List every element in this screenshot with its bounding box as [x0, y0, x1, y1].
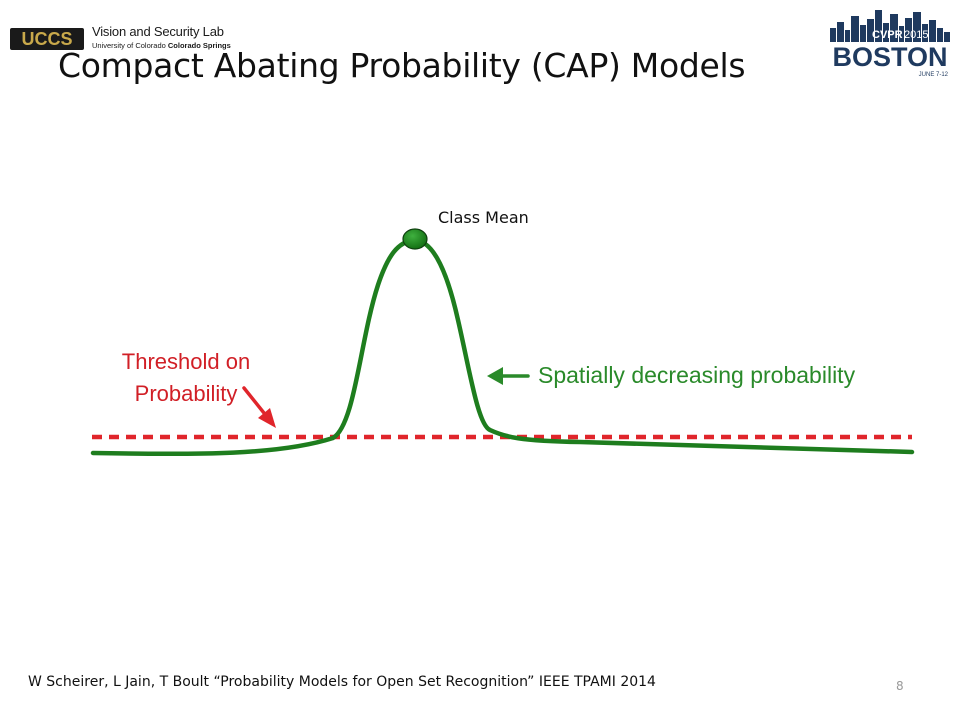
uccs-logo-text: UCCS: [21, 29, 72, 49]
class-mean-dot: [402, 228, 428, 250]
spatial-arrow-icon: [487, 367, 530, 385]
slide-title: Compact Abating Probability (CAP) Models: [58, 46, 746, 85]
spatial-probability-label: Spatially decreasing probability: [538, 362, 856, 388]
uccs-logo-icon: UCCS: [10, 28, 84, 50]
conference-dates-text: JUNE 7-12: [919, 72, 949, 78]
uccs-lab-logo: UCCS Vision and Security Lab University …: [10, 22, 231, 56]
skyline-icon: [830, 10, 950, 42]
class-mean-label: Class Mean: [438, 208, 529, 227]
lab-university: University of Colorado: [92, 41, 168, 50]
threshold-label-line1: Threshold on: [121, 349, 251, 374]
cvpr-boston-logo: CVPR 2015 BOSTON JUNE 7-12: [830, 10, 950, 78]
lab-name: Vision and Security Lab: [92, 24, 224, 39]
threshold-label: Threshold on Probability: [96, 346, 276, 410]
threshold-label-line2: Probability: [134, 381, 238, 406]
threshold-arrow-icon: [242, 386, 276, 428]
citation: W Scheirer, L Jain, T Boult “Probability…: [28, 674, 656, 690]
lab-campus: Colorado Springs: [167, 41, 231, 50]
lab-affiliation: University of Colorado Colorado Springs: [92, 41, 231, 50]
cvpr-year-text: 2015: [904, 29, 928, 41]
cvpr-text: CVPR: [872, 29, 903, 41]
boston-text: BOSTON: [832, 42, 947, 72]
probability-curve: [90, 237, 915, 457]
page-number: 8: [896, 679, 904, 693]
